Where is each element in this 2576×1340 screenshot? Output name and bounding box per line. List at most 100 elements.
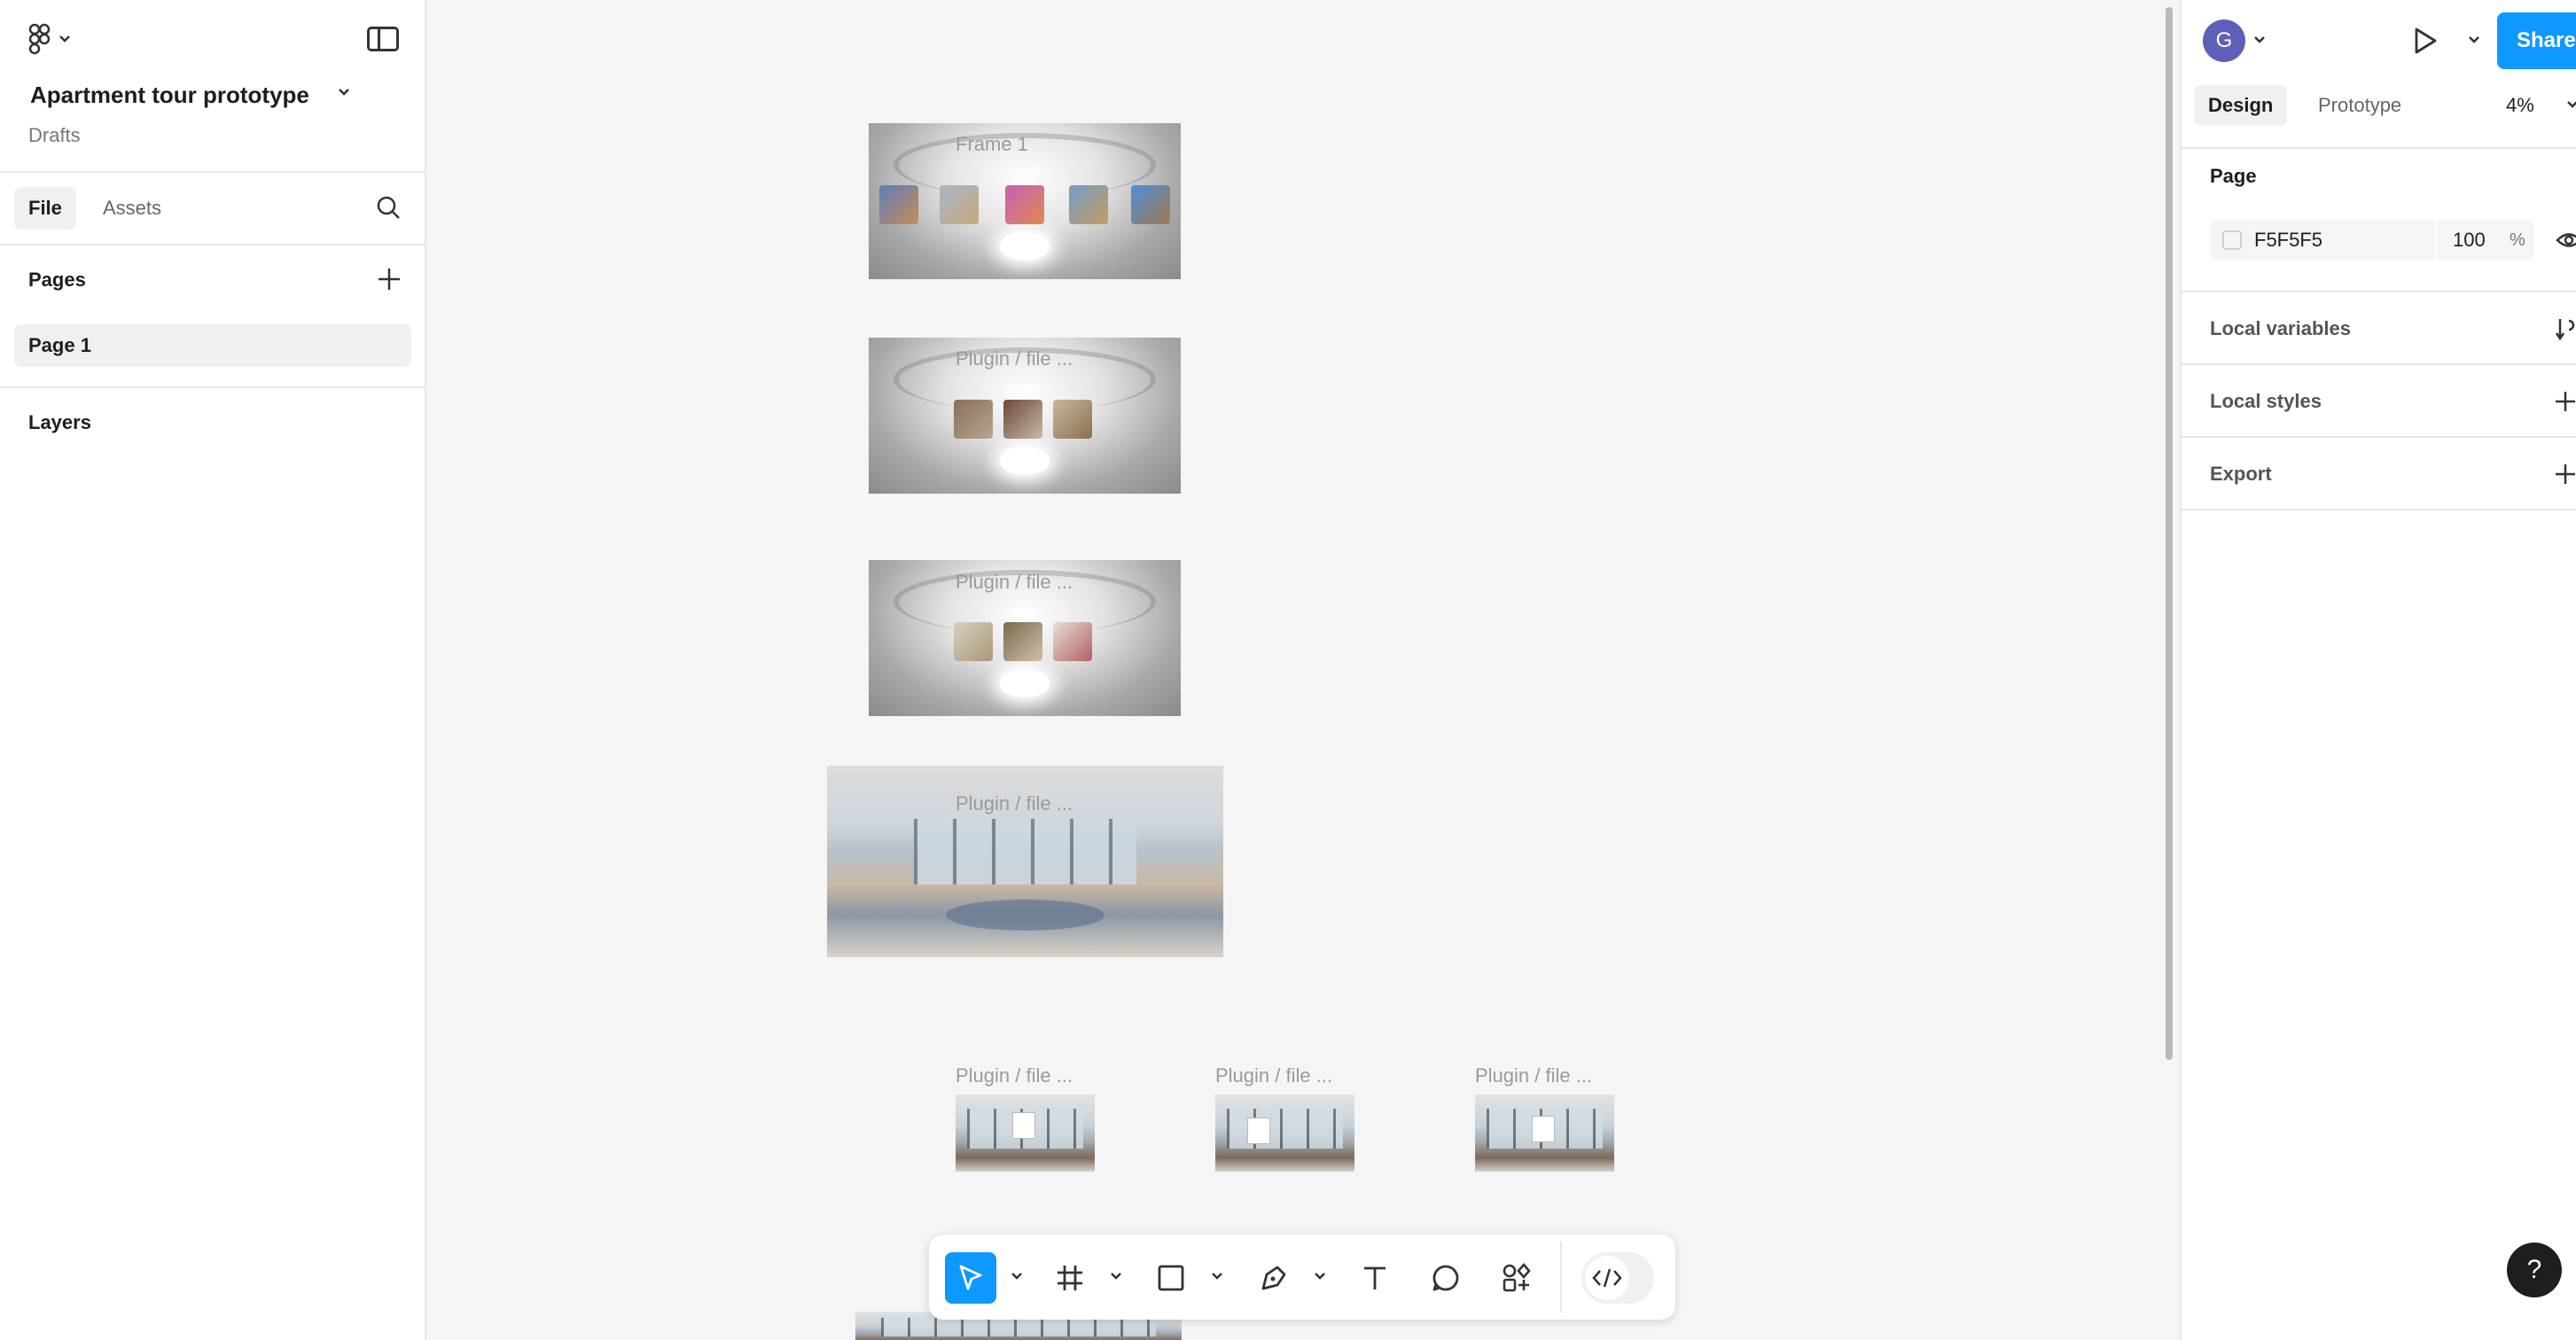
toolbar-separator: [1560, 1242, 1562, 1313]
page-background-field[interactable]: F5F5F5 100 %: [2210, 220, 2534, 261]
frame-icon: [1058, 1266, 1082, 1290]
background-opacity-input[interactable]: 100: [2453, 229, 2486, 251]
color-swatch[interactable]: [2222, 230, 2242, 250]
frame-label[interactable]: Plugin / file ...: [956, 347, 1073, 370]
frame-panorama-1[interactable]: [869, 123, 1181, 279]
frame-panorama-2[interactable]: [869, 338, 1181, 494]
frame-apartment-panorama[interactable]: [827, 766, 1223, 957]
project-location[interactable]: Drafts: [28, 124, 81, 146]
image-thumbnail: [954, 622, 993, 662]
export-section[interactable]: Export: [2182, 438, 2576, 510]
divider: [2182, 147, 2576, 149]
avatar[interactable]: G: [2203, 19, 2245, 62]
pen-tool-button[interactable]: [1248, 1252, 1300, 1304]
layers-header: Layers: [28, 411, 91, 433]
rectangle-icon: [1158, 1265, 1184, 1291]
dev-mode-knob: [1585, 1256, 1629, 1300]
image-thumbnail: [1053, 622, 1092, 662]
sidebar-toggle-icon[interactable]: [367, 27, 399, 51]
frame-label[interactable]: Plugin / file ...: [956, 571, 1073, 593]
vertical-scrollbar[interactable]: [2166, 7, 2173, 1060]
tab-prototype[interactable]: Prototype: [2318, 94, 2402, 116]
widgets-icon: [1503, 1263, 1531, 1292]
background-hex-input[interactable]: F5F5F5: [2254, 229, 2323, 251]
image-thumbnail: [954, 400, 993, 440]
project-title[interactable]: Apartment tour prototype: [30, 82, 309, 108]
canvas[interactable]: Frame 1 Plugin / file ... Plugin / file …: [426, 0, 2180, 1340]
divider: [2182, 291, 2576, 292]
image-thumbnail: [1005, 185, 1044, 225]
pen-icon: [1261, 1266, 1286, 1290]
tab-design[interactable]: Design: [2194, 85, 2288, 126]
image-thumbnail: [1003, 622, 1042, 662]
add-page-icon[interactable]: [376, 266, 402, 292]
share-button[interactable]: Share: [2497, 12, 2576, 69]
chevron-down-icon[interactable]: [1211, 1270, 1223, 1282]
figma-logo-icon: [28, 23, 51, 55]
info-popup: [1247, 1118, 1270, 1144]
frame-tool-button[interactable]: [1044, 1252, 1096, 1304]
local-variables-section[interactable]: Local variables: [2182, 292, 2576, 365]
info-popup: [1012, 1112, 1035, 1139]
section-label: Local variables: [2210, 317, 2351, 339]
frame-panorama-3[interactable]: [869, 560, 1181, 716]
section-label: Local styles: [2210, 390, 2322, 412]
frame-apartment-view[interactable]: [956, 1095, 1095, 1172]
percent-label: %: [2510, 230, 2525, 250]
file-header: Apartment tour prototype Drafts: [0, 0, 425, 173]
help-button[interactable]: ?: [2507, 1243, 2562, 1297]
chevron-down-icon[interactable]: [2566, 99, 2576, 110]
image-thumbnail: [940, 185, 979, 225]
plus-icon[interactable]: [2554, 463, 2576, 486]
bottom-toolbar: [929, 1235, 1675, 1320]
chevron-down-icon[interactable]: [1314, 1270, 1326, 1282]
main-menu-button[interactable]: [28, 23, 82, 55]
left-sidebar: Apartment tour prototype Drafts File Ass…: [0, 0, 426, 1340]
move-tool-button[interactable]: [945, 1252, 996, 1304]
plus-icon[interactable]: [2554, 390, 2576, 413]
chevron-down-icon[interactable]: [1110, 1270, 1122, 1282]
shape-tool-button[interactable]: [1145, 1252, 1197, 1304]
actions-tool-button[interactable]: [1491, 1252, 1542, 1304]
variables-icon[interactable]: [2554, 317, 2576, 340]
search-icon[interactable]: [376, 195, 401, 220]
text-icon: [1364, 1266, 1386, 1289]
page-section-header: Page: [2210, 165, 2257, 187]
image-thumbnail: [1069, 185, 1108, 225]
right-panel: G Share Design Prototype 4% Page F5F5F5 …: [2180, 0, 2576, 1340]
section-label: Export: [2210, 463, 2272, 485]
info-popup: [1532, 1116, 1555, 1142]
zoom-level[interactable]: 4%: [2506, 94, 2534, 116]
frame-label[interactable]: Plugin / file ...: [956, 1064, 1073, 1087]
cursor-icon: [959, 1265, 982, 1290]
frame-label[interactable]: Plugin / file ...: [1215, 1064, 1333, 1087]
code-icon: [1592, 1268, 1622, 1288]
image-thumbnail: [879, 185, 918, 225]
frame-apartment-view[interactable]: [1215, 1095, 1354, 1172]
present-play-icon[interactable]: [2410, 27, 2439, 55]
comment-icon: [1432, 1265, 1459, 1291]
image-thumbnail: [1003, 400, 1042, 440]
tab-assets[interactable]: Assets: [103, 197, 162, 219]
tab-file[interactable]: File: [14, 187, 76, 230]
divider: [0, 386, 425, 388]
chevron-down-icon: [59, 35, 70, 43]
chevron-down-icon[interactable]: [1011, 1270, 1023, 1282]
image-thumbnail: [1131, 185, 1170, 225]
frame-apartment-view[interactable]: [1475, 1095, 1614, 1172]
left-tabs: File Assets: [0, 173, 425, 245]
comment-tool-button[interactable]: [1420, 1252, 1471, 1304]
image-thumbnail: [1053, 400, 1092, 440]
dev-mode-toggle[interactable]: [1581, 1252, 1654, 1304]
local-styles-section[interactable]: Local styles: [2182, 365, 2576, 438]
chevron-down-icon[interactable]: [2467, 34, 2481, 46]
chevron-down-icon[interactable]: [337, 87, 351, 97]
frame-label[interactable]: Plugin / file ...: [956, 792, 1073, 814]
frame-label[interactable]: Plugin / file ...: [1475, 1064, 1593, 1087]
text-tool-button[interactable]: [1349, 1252, 1401, 1304]
chevron-down-icon[interactable]: [2252, 34, 2267, 46]
frame-label[interactable]: Frame 1: [956, 133, 1028, 155]
eye-icon[interactable]: [2556, 229, 2576, 252]
page-item[interactable]: Page 1: [14, 324, 411, 367]
field-separator: [2435, 220, 2437, 261]
